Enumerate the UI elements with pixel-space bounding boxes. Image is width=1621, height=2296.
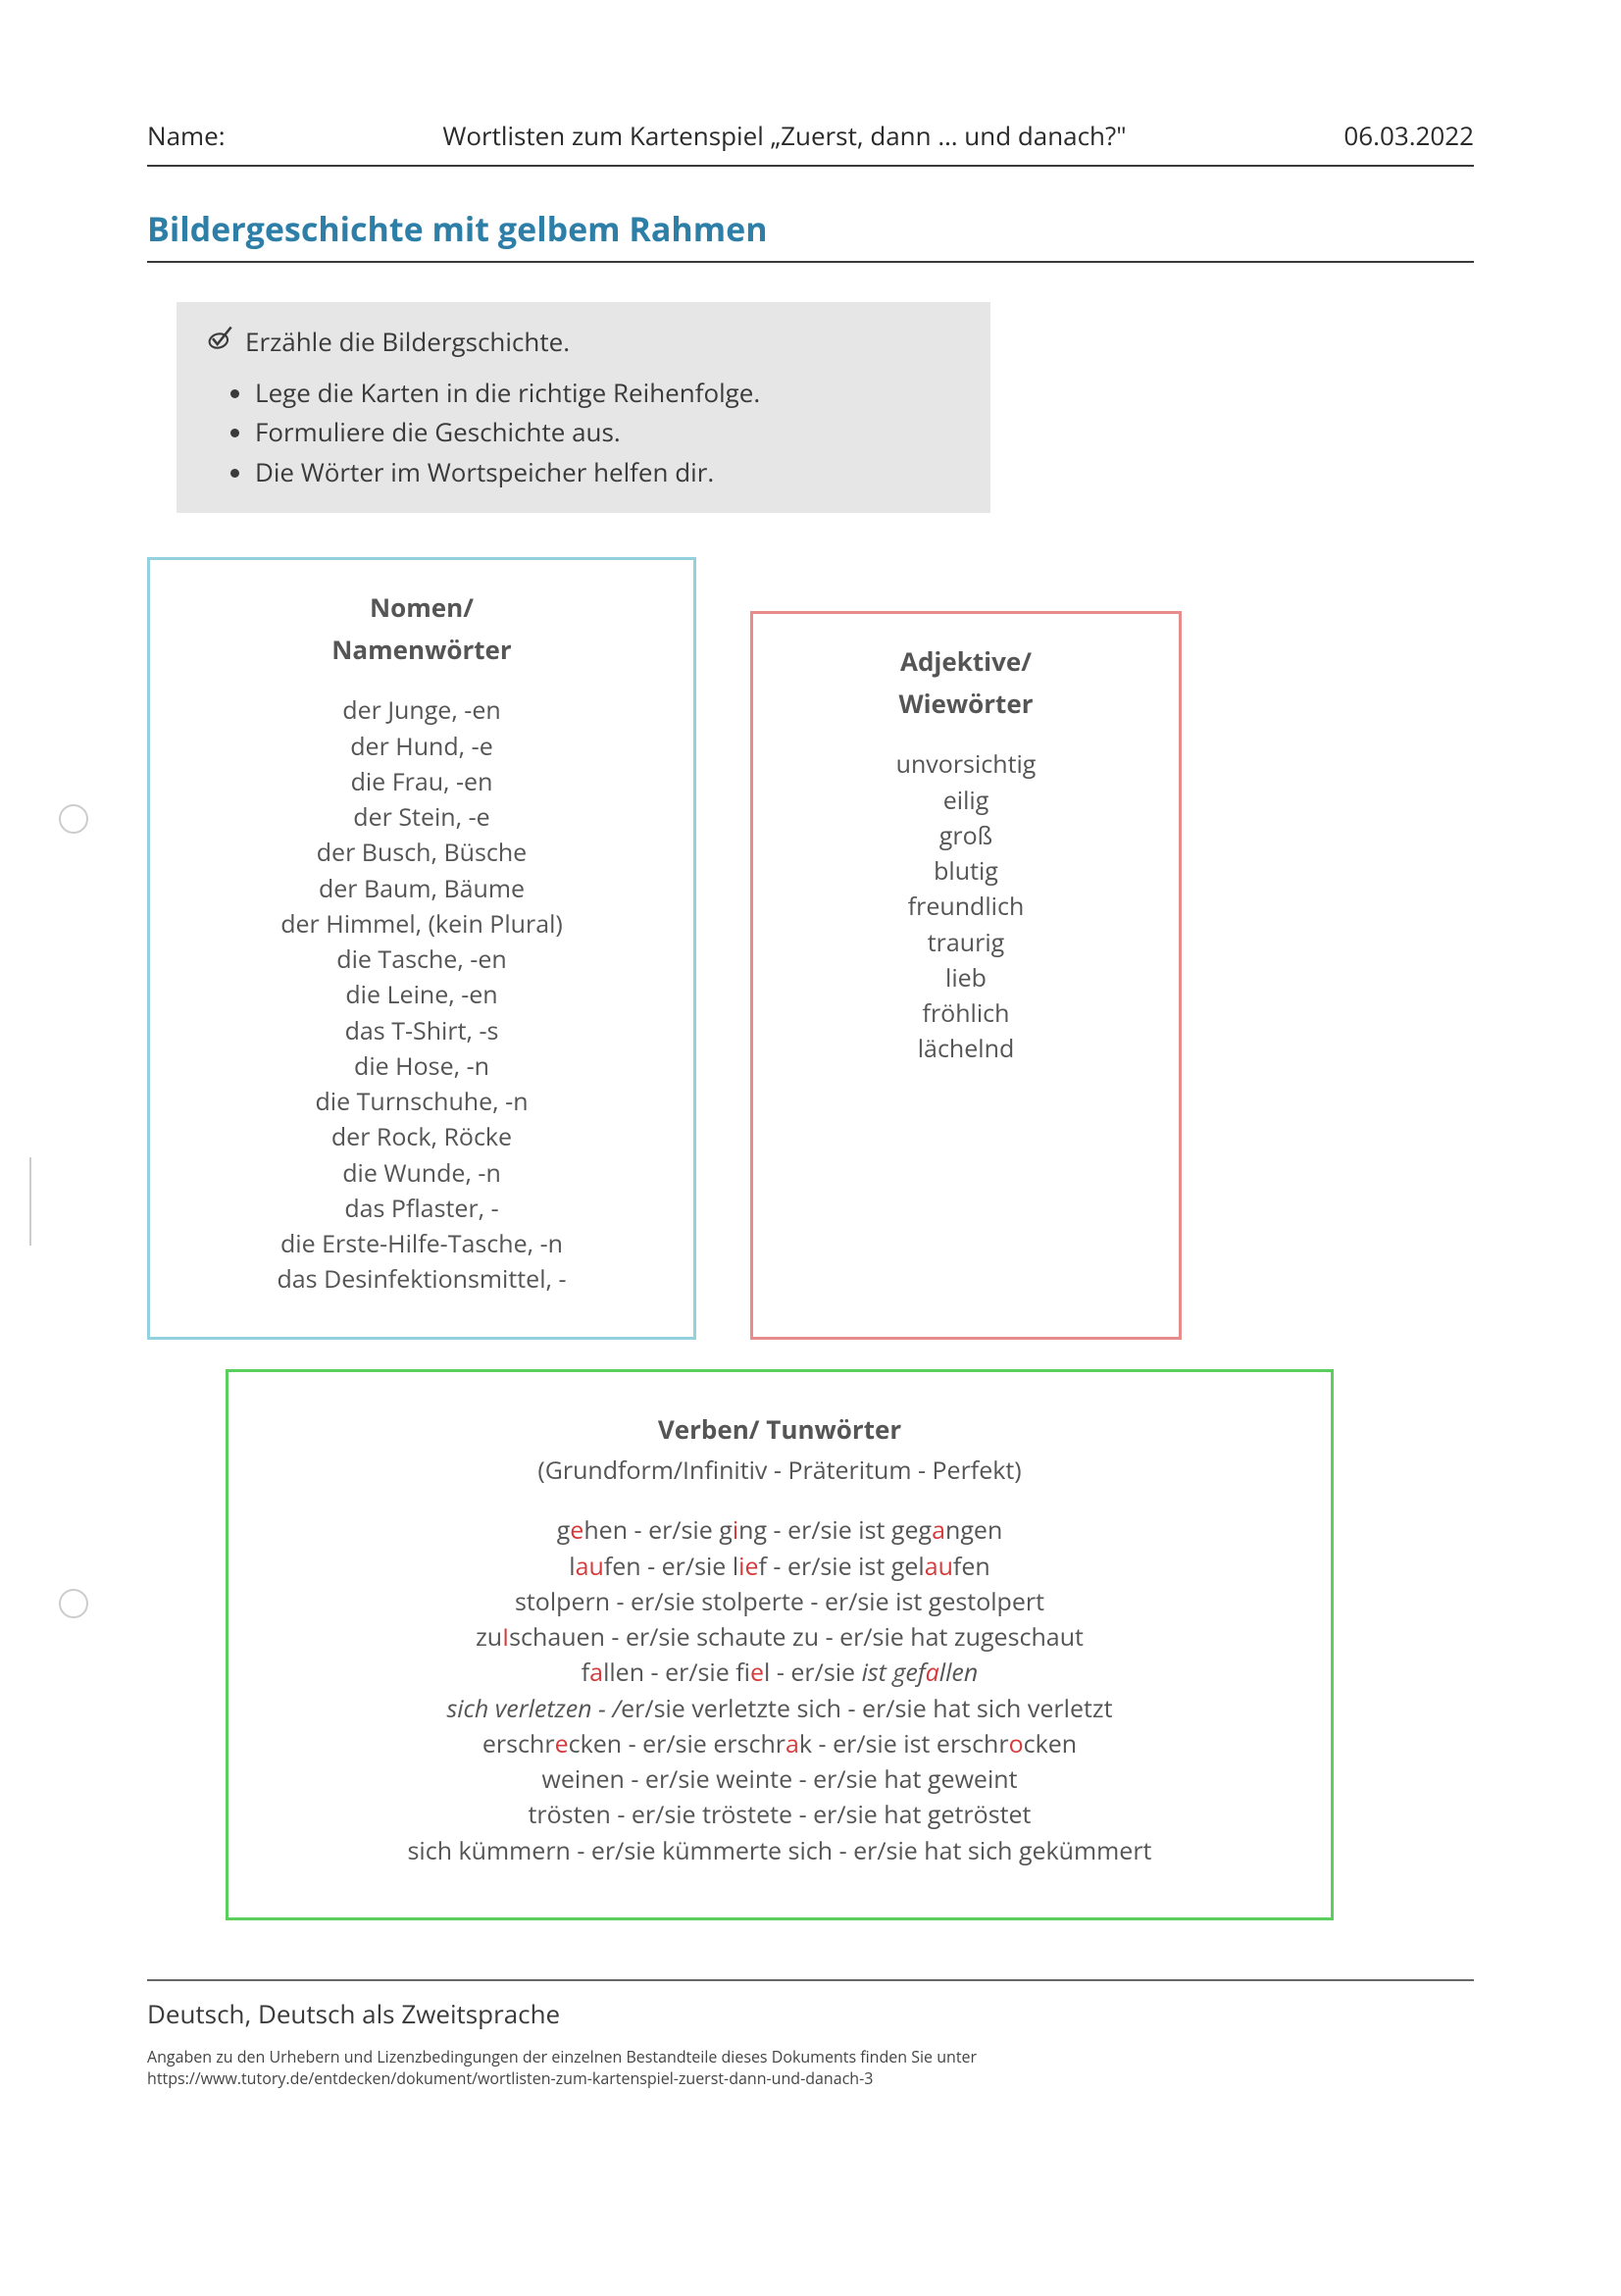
nomen-heading2: Namenwörter (170, 632, 674, 669)
hole-punch-icon (59, 804, 88, 834)
nomen-item: der Hund, -e (170, 729, 674, 764)
nomen-item: die Turnschuhe, -n (170, 1084, 674, 1119)
nomen-item: das Pflaster, - (170, 1191, 674, 1226)
adj-item: groß (773, 818, 1159, 853)
verb-list: gehen - er/sie ging - er/sie ist gegange… (258, 1512, 1301, 1868)
section-title: Bildergeschichte mit gelbem Rahmen (147, 206, 1474, 263)
footer-subject: Deutsch, Deutsch als Zweitsprache (147, 1996, 1474, 2031)
adj-item: eilig (773, 783, 1159, 818)
nomen-item: die Wunde, -n (170, 1155, 674, 1191)
nomen-item: die Leine, -en (170, 977, 674, 1012)
instruction-heading-text: Erzähle die Bildergschichte. (245, 324, 570, 359)
instruction-item: Formuliere die Geschichte aus. (255, 412, 961, 451)
instruction-heading: Erzähle die Bildergschichte. (206, 324, 961, 359)
instruction-list: Lege die Karten in die richtige Reihenfo… (206, 373, 961, 491)
word-boxes-row: Nomen/ Namenwörter der Junge, -ender Hun… (147, 557, 1474, 1340)
verb-row: zuIschauen - er/sie schaute zu - er/sie … (258, 1619, 1301, 1655)
verb-subheading: (Grundform/Infinitiv - Präteritum - Perf… (258, 1453, 1301, 1488)
nomen-item: die Erste-Hilfe-Tasche, -n (170, 1226, 674, 1261)
nomen-item: die Frau, -en (170, 764, 674, 799)
worksheet-date: 06.03.2022 (1343, 118, 1474, 153)
adj-heading2: Wiewörter (773, 686, 1159, 723)
nomen-item: der Junge, -en (170, 692, 674, 728)
adj-item: fröhlich (773, 995, 1159, 1031)
adj-item: traurig (773, 925, 1159, 960)
instruction-box: Erzähle die Bildergschichte. Lege die Ka… (177, 302, 990, 513)
adj-item: blutig (773, 853, 1159, 889)
worksheet-footer: Deutsch, Deutsch als Zweitsprache Angabe… (147, 1979, 1474, 2090)
nomen-box: Nomen/ Namenwörter der Junge, -ender Hun… (147, 557, 696, 1340)
verb-row: fallen - er/sie fiel - er/sie ist gefall… (258, 1655, 1301, 1690)
verb-row: sich verletzen - /er/sie verletzte sich … (258, 1691, 1301, 1726)
footer-url: https://www.tutory.de/entdecken/dokument… (147, 2067, 1474, 2089)
worksheet-header: Name: Wortlisten zum Kartenspiel „Zuerst… (147, 118, 1474, 167)
adjektive-box: Adjektive/ Wiewörter unvorsichtigeiliggr… (750, 611, 1182, 1340)
nomen-item: der Himmel, (kein Plural) (170, 906, 674, 942)
verb-row: sich kümmern - er/sie kümmerte sich - er… (258, 1833, 1301, 1868)
nomen-item: der Rock, Röcke (170, 1119, 674, 1154)
verb-row: trösten - er/sie tröstete - er/sie hat g… (258, 1797, 1301, 1832)
verb-row: weinen - er/sie weinte - er/sie hat gewe… (258, 1761, 1301, 1797)
nomen-heading: Nomen/ (170, 589, 674, 627)
adj-list: unvorsichtigeiliggroßblutigfreundlichtra… (773, 746, 1159, 1066)
fold-mark (29, 1157, 31, 1246)
nomen-item: das Desinfektionsmittel, - (170, 1261, 674, 1297)
name-label: Name: (147, 118, 226, 153)
checkmark-icon (206, 324, 233, 359)
worksheet-title: Wortlisten zum Kartenspiel „Zuerst, dann… (442, 118, 1126, 153)
nomen-item: die Tasche, -en (170, 942, 674, 977)
nomen-item: der Stein, -e (170, 799, 674, 835)
instruction-item: Lege die Karten in die richtige Reihenfo… (255, 373, 961, 412)
footer-attribution: Angaben zu den Urhebern und Lizenzbeding… (147, 2046, 1474, 2067)
instruction-item: Die Wörter im Wortspeicher helfen dir. (255, 452, 961, 491)
verben-box: Verben/ Tunwörter (Grundform/Infinitiv -… (226, 1369, 1334, 1920)
adj-item: freundlich (773, 889, 1159, 924)
verb-row: erschrecken - er/sie erschrak - er/sie i… (258, 1726, 1301, 1761)
nomen-item: die Hose, -n (170, 1048, 674, 1084)
verb-row: laufen - er/sie lief - er/sie ist gelauf… (258, 1549, 1301, 1584)
verb-row: gehen - er/sie ging - er/sie ist gegange… (258, 1512, 1301, 1548)
adj-item: unvorsichtig (773, 746, 1159, 782)
verb-row: stolpern - er/sie stolperte - er/sie ist… (258, 1584, 1301, 1619)
nomen-item: der Baum, Bäume (170, 871, 674, 906)
adj-item: lieb (773, 960, 1159, 995)
verb-heading: Verben/ Tunwörter (258, 1411, 1301, 1449)
nomen-item: das T-Shirt, -s (170, 1013, 674, 1048)
nomen-item: der Busch, Büsche (170, 835, 674, 870)
adj-heading: Adjektive/ (773, 643, 1159, 681)
adj-item: lächelnd (773, 1031, 1159, 1066)
hole-punch-icon (59, 1589, 88, 1618)
nomen-list: der Junge, -ender Hund, -edie Frau, -end… (170, 692, 674, 1297)
